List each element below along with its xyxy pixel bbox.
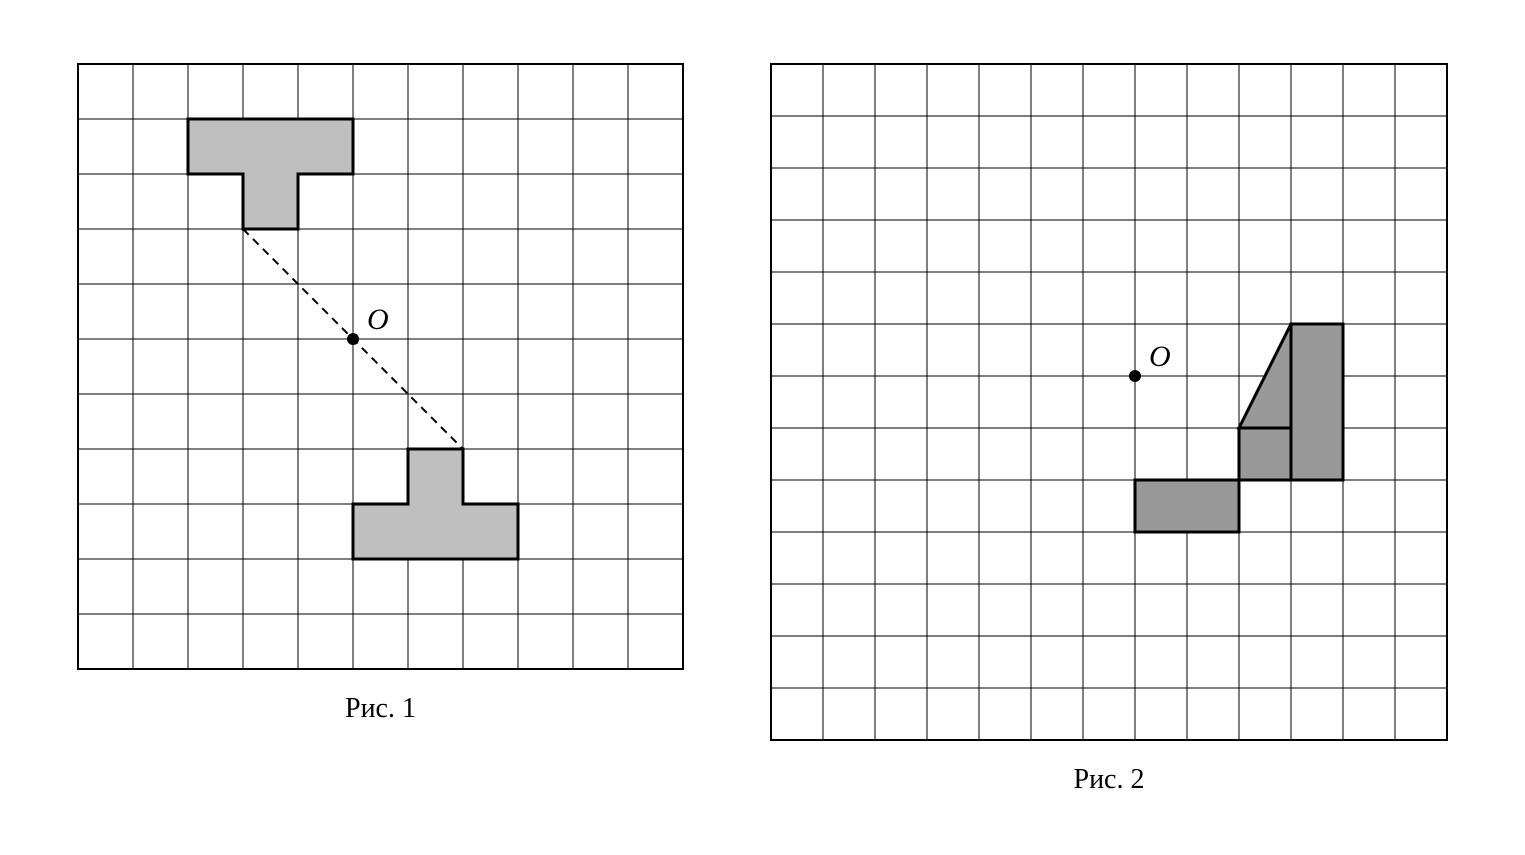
svg-text:O: O (367, 303, 389, 336)
svg-text:O: O (1149, 340, 1171, 373)
figure-2-svg-container: O (767, 60, 1451, 744)
figures-container: O Рис. 1 O Рис. 2 (74, 60, 1451, 796)
figure-1-caption: Рис. 1 (345, 693, 416, 725)
figure-1-svg-container: O (74, 60, 687, 673)
figure-2: O Рис. 2 (767, 60, 1451, 796)
figure-2-caption: Рис. 2 (1074, 764, 1145, 796)
figure-1: O Рис. 1 (74, 60, 687, 725)
